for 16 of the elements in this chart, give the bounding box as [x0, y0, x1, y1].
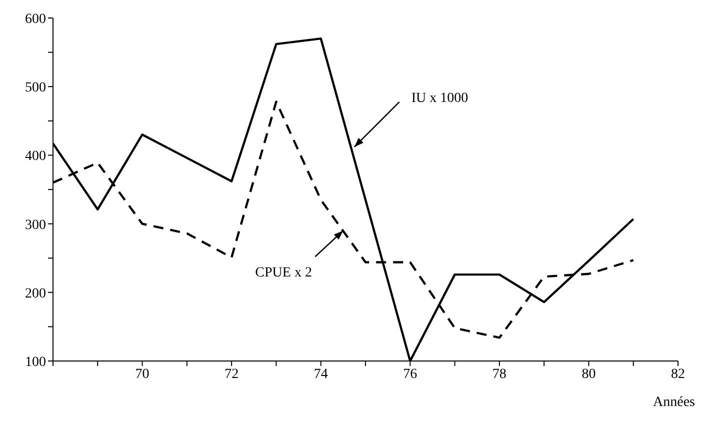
y-tick-label: 200 — [25, 286, 46, 302]
y-tick-label: 500 — [25, 80, 46, 96]
x-tick-label: 70 — [135, 366, 150, 382]
x-tick-label: 82 — [671, 366, 685, 382]
x-tick-label: 74 — [314, 366, 328, 382]
x-tick-label: 80 — [582, 366, 596, 382]
y-tick-label: 400 — [25, 149, 46, 164]
x-tick-label: 76 — [403, 366, 418, 382]
y-tick-label: 300 — [25, 218, 46, 233]
x-axis-title: Années — [653, 395, 695, 411]
annotation: CPUE x 2 — [255, 266, 312, 281]
x-tick-label: 78 — [492, 366, 506, 382]
x-tick-label: 72 — [224, 366, 239, 382]
y-tick-label: 600 — [25, 12, 46, 27]
y-tick-label: 100 — [25, 354, 46, 370]
annotation: IU x 1000 — [411, 90, 468, 106]
